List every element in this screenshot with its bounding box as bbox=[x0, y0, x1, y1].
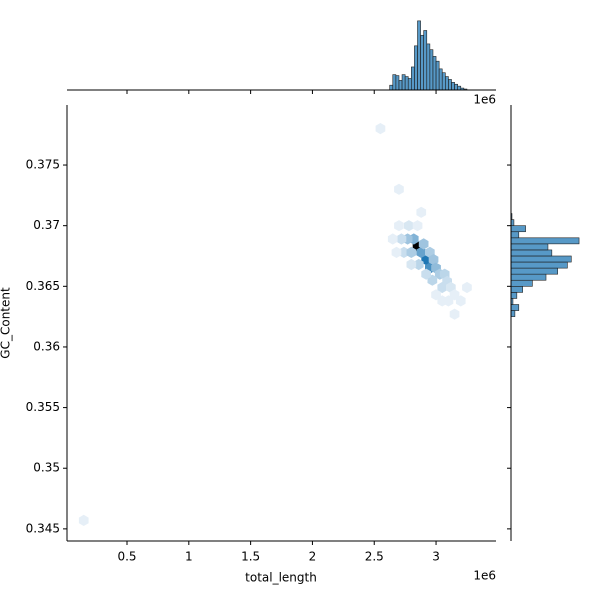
x-tick-label: 2 bbox=[309, 550, 317, 564]
hex-cell bbox=[78, 514, 89, 526]
hex-cell bbox=[462, 281, 472, 294]
top-hist-bar bbox=[395, 75, 400, 91]
top-hist-bar bbox=[429, 49, 434, 91]
hex-cell bbox=[416, 206, 427, 218]
hex-cell bbox=[431, 289, 441, 301]
top-hist-bar bbox=[457, 85, 462, 91]
top-hist-bar bbox=[438, 68, 443, 91]
y-label: GC_Content bbox=[0, 287, 13, 359]
top-hist-bar bbox=[417, 20, 421, 91]
hex-cell bbox=[391, 246, 402, 258]
right-hist-bar bbox=[510, 292, 518, 299]
top-hist-bar bbox=[423, 30, 428, 91]
right-hist-bar bbox=[510, 304, 520, 311]
x-tick-label: 0.5 bbox=[117, 550, 136, 564]
right-hist-bar bbox=[510, 310, 516, 317]
top-hist-bar bbox=[420, 34, 424, 91]
hex-cell bbox=[455, 295, 466, 307]
hex-cell bbox=[421, 268, 431, 280]
top-hist-bar bbox=[451, 82, 455, 91]
hex-cell bbox=[399, 246, 409, 258]
top-hist-bar bbox=[448, 79, 452, 91]
y-tick-label: 0.345 bbox=[26, 521, 60, 535]
x-tick-label: 1 bbox=[185, 550, 193, 564]
hex-cell bbox=[375, 123, 386, 135]
hex-cell bbox=[416, 246, 427, 258]
y-tick-label: 0.35 bbox=[33, 461, 60, 475]
right-hist-bar bbox=[510, 237, 580, 245]
hex-cell bbox=[396, 233, 407, 245]
top-hist-bar bbox=[441, 72, 446, 91]
x-offset: 1e6 bbox=[473, 569, 496, 583]
hex-cell bbox=[404, 220, 414, 232]
right-hist-bar bbox=[510, 249, 553, 257]
y-tick-label: 0.355 bbox=[26, 400, 60, 414]
y-tick-label: 0.37 bbox=[33, 218, 60, 232]
x-tick-label: 2.5 bbox=[365, 550, 384, 564]
x-tick-label: 3 bbox=[432, 550, 440, 564]
top-hist-bar bbox=[426, 43, 431, 91]
right-hist-bar bbox=[510, 279, 533, 287]
hex-cell bbox=[387, 233, 398, 245]
top-x-offset: 1e6 bbox=[473, 93, 496, 107]
hex-cell bbox=[418, 238, 429, 250]
hex-cell bbox=[406, 258, 417, 271]
hex-cell bbox=[406, 246, 417, 258]
hex-cell bbox=[394, 220, 404, 232]
top-hist-bar bbox=[432, 56, 437, 91]
hex-cell bbox=[394, 183, 404, 195]
top-hist-bar bbox=[411, 66, 415, 91]
hex-cell bbox=[428, 254, 439, 266]
right-hist-bar bbox=[510, 225, 526, 233]
right-hist-bar bbox=[510, 255, 572, 263]
top-hist-bar bbox=[445, 76, 449, 91]
right-hist-bar bbox=[510, 273, 547, 281]
x-tick-label: 1.5 bbox=[241, 550, 260, 564]
top-hist-bar bbox=[414, 45, 418, 91]
hex-cell bbox=[412, 220, 423, 232]
hex-cell bbox=[437, 281, 448, 294]
top-hist-bar bbox=[389, 84, 394, 91]
hex-cell bbox=[449, 308, 460, 320]
top-hist-bar bbox=[404, 76, 409, 91]
x-label: total_length bbox=[245, 571, 317, 585]
y-tick-label: 0.375 bbox=[26, 158, 60, 172]
y-tick-label: 0.365 bbox=[26, 279, 60, 293]
top-hist-bar bbox=[407, 78, 412, 91]
top-hist-bar bbox=[454, 83, 458, 91]
top-hist-bar bbox=[401, 74, 406, 91]
right-hist-bar bbox=[510, 286, 523, 293]
top-hist-bar bbox=[398, 80, 403, 91]
top-hist-bar bbox=[392, 74, 397, 91]
y-tick-label: 0.36 bbox=[33, 339, 60, 353]
right-hist-bar bbox=[510, 231, 520, 239]
right-hist-bar bbox=[510, 267, 558, 275]
right-hist-bar bbox=[510, 243, 549, 251]
right-hist-bar bbox=[510, 261, 568, 269]
hex-cell bbox=[413, 258, 424, 271]
top-hist-bar bbox=[435, 60, 440, 91]
